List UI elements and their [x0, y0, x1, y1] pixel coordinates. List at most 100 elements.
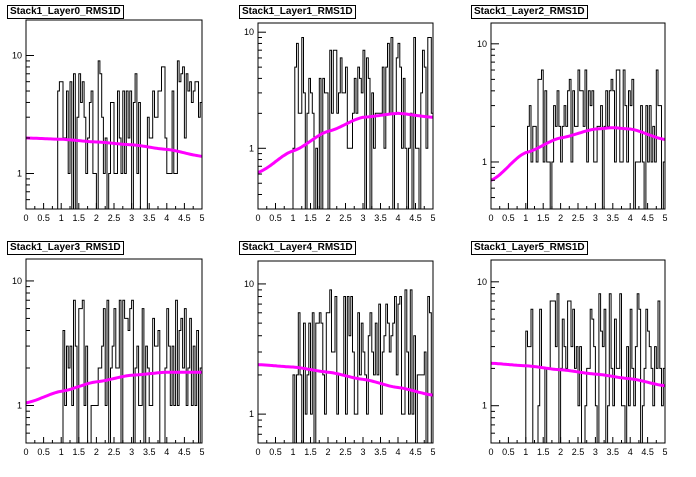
x-tick-label: 1 [523, 213, 528, 223]
x-tick-label: 2.5 [572, 447, 585, 457]
fit-curve [258, 111, 433, 174]
x-tick-label: 0 [23, 447, 28, 457]
x-tick-label: 2.5 [572, 213, 585, 223]
x-tick-label: 4.5 [178, 447, 191, 457]
histogram-panel-4: 0 0.5 1 1.5 2 2.5 3 3.5 4 4.5 5 1 10 Stack1_Layer4_RM… [232, 236, 464, 472]
x-tick-label: 0 [23, 213, 28, 223]
histogram-plot: 0 0.5 1 1.5 2 2.5 3 3.5 4 4.5 5 1 10 [12, 258, 205, 457]
x-tick-label: 5 [430, 447, 435, 457]
histogram-panel-5: 0 0.5 1 1.5 2 2.5 3 3.5 4 4.5 5 1 10 Stack1_Layer5_RM… [464, 236, 696, 472]
histogram-line [292, 289, 432, 443]
histogram-plot: 0 0.5 1 1.5 2 2.5 3 3.5 4 4.5 5 1 10 [477, 259, 668, 457]
chart-title: Stack1_Layer1_RMS1D [239, 5, 356, 19]
y-tick-label: 10 [12, 276, 22, 286]
x-tick-label: 1.5 [304, 213, 317, 223]
x-tick-label: 2 [558, 213, 563, 223]
x-tick-label: 1.5 [537, 213, 550, 223]
x-tick-label: 1.5 [304, 447, 317, 457]
x-tick-label: 1 [523, 447, 528, 457]
histogram-line [292, 37, 433, 209]
x-tick-label: 2.5 [339, 447, 352, 457]
y-tick-label: 10 [477, 277, 487, 287]
x-tick-label: 2 [94, 447, 99, 457]
histogram-panel-2: 0 0.5 1 1.5 2 2.5 3 3.5 4 4.5 5 1 10 Stack1_Layer2_RM… [464, 0, 696, 236]
x-tick-label: 5 [662, 447, 667, 457]
x-tick-label: 2.5 [108, 447, 121, 457]
x-tick-label: 1 [59, 447, 64, 457]
x-tick-label: 3 [129, 213, 134, 223]
x-tick-label: 3.5 [374, 447, 387, 457]
histogram-plot: 0 0.5 1 1.5 2 2.5 3 3.5 4 4.5 5 1 10 [12, 19, 205, 223]
x-tick-label: 4.5 [409, 213, 422, 223]
x-tick-label: 0.5 [269, 447, 282, 457]
x-tick-label: 0.5 [502, 213, 515, 223]
y-tick-label: 1 [482, 157, 487, 167]
x-tick-label: 4.5 [641, 213, 654, 223]
y-tick-label: 1 [17, 168, 22, 178]
x-tick-label: 0.5 [37, 447, 50, 457]
x-tick-label: 5 [199, 447, 204, 457]
histogram-panel-3: 0 0.5 1 1.5 2 2.5 3 3.5 4 4.5 5 1 10 Stack1_Layer3_RM… [0, 236, 232, 472]
x-tick-label: 2.5 [108, 213, 121, 223]
histogram-panel-1: 0 0.5 1 1.5 2 2.5 3 3.5 4 4.5 5 1 10 Stack1_Layer1_RM… [232, 0, 464, 236]
x-tick-label: 3 [129, 447, 134, 457]
fit-curve [26, 136, 202, 158]
chart-title: Stack1_Layer3_RMS1D [7, 241, 124, 255]
y-tick-label: 1 [482, 401, 487, 411]
x-tick-label: 0 [488, 447, 493, 457]
fit-curve [26, 370, 202, 405]
y-tick-label: 1 [249, 143, 254, 153]
x-tick-label: 5 [430, 213, 435, 223]
x-tick-label: 0.5 [502, 447, 515, 457]
x-tick-label: 1.5 [537, 447, 550, 457]
y-tick-label: 10 [12, 51, 22, 61]
x-tick-label: 2 [325, 213, 330, 223]
chart-title: Stack1_Layer2_RMS1D [471, 5, 588, 19]
x-tick-label: 3 [360, 447, 365, 457]
x-tick-label: 1.5 [73, 213, 86, 223]
y-tick-label: 1 [17, 401, 22, 411]
x-tick-label: 3 [593, 213, 598, 223]
x-tick-label: 0 [255, 447, 260, 457]
histogram-plot: 0 0.5 1 1.5 2 2.5 3 3.5 4 4.5 5 1 10 [244, 22, 436, 223]
x-tick-label: 2.5 [339, 213, 352, 223]
x-tick-label: 1 [59, 213, 64, 223]
x-tick-label: 3 [360, 213, 365, 223]
x-tick-label: 2 [325, 447, 330, 457]
histogram-plot: 0 0.5 1 1.5 2 2.5 3 3.5 4 4.5 5 1 10 [477, 22, 668, 223]
x-tick-label: 4.5 [178, 213, 191, 223]
x-tick-label: 2 [94, 213, 99, 223]
x-tick-label: 3.5 [374, 213, 387, 223]
x-tick-label: 5 [662, 213, 667, 223]
x-tick-label: 4 [395, 447, 400, 457]
x-tick-label: 0 [255, 213, 260, 223]
histogram-line [62, 299, 202, 443]
x-tick-label: 3.5 [143, 213, 156, 223]
x-tick-label: 1 [290, 447, 295, 457]
x-tick-label: 0.5 [37, 213, 50, 223]
histogram-plot: 0 0.5 1 1.5 2 2.5 3 3.5 4 4.5 5 1 10 [244, 260, 436, 457]
x-tick-label: 5 [199, 213, 204, 223]
x-tick-label: 3 [593, 447, 598, 457]
histogram-line [527, 69, 665, 209]
chart-title: Stack1_Layer0_RMS1D [7, 5, 124, 19]
chart-title: Stack1_Layer4_RMS1D [239, 241, 356, 255]
histogram-line [57, 60, 202, 209]
x-tick-label: 1.5 [73, 447, 86, 457]
y-tick-label: 1 [249, 409, 254, 419]
x-tick-label: 4.5 [641, 447, 654, 457]
x-tick-label: 4 [395, 213, 400, 223]
histogram-panel-0: 0 0.5 1 1.5 2 2.5 3 3.5 4 4.5 5 1 10 Stack1_Layer0_RM… [0, 0, 232, 236]
x-tick-label: 4 [628, 213, 633, 223]
fit-curve [491, 126, 665, 182]
x-tick-label: 4 [164, 447, 169, 457]
x-tick-label: 3.5 [607, 213, 620, 223]
chart-title: Stack1_Layer5_RMS1D [471, 241, 588, 255]
x-tick-label: 3.5 [607, 447, 620, 457]
fit-curve [258, 363, 433, 397]
y-tick-label: 10 [244, 279, 254, 289]
x-tick-label: 1 [290, 213, 295, 223]
x-tick-label: 4.5 [409, 447, 422, 457]
y-tick-label: 10 [244, 27, 254, 37]
y-tick-label: 10 [477, 39, 487, 49]
